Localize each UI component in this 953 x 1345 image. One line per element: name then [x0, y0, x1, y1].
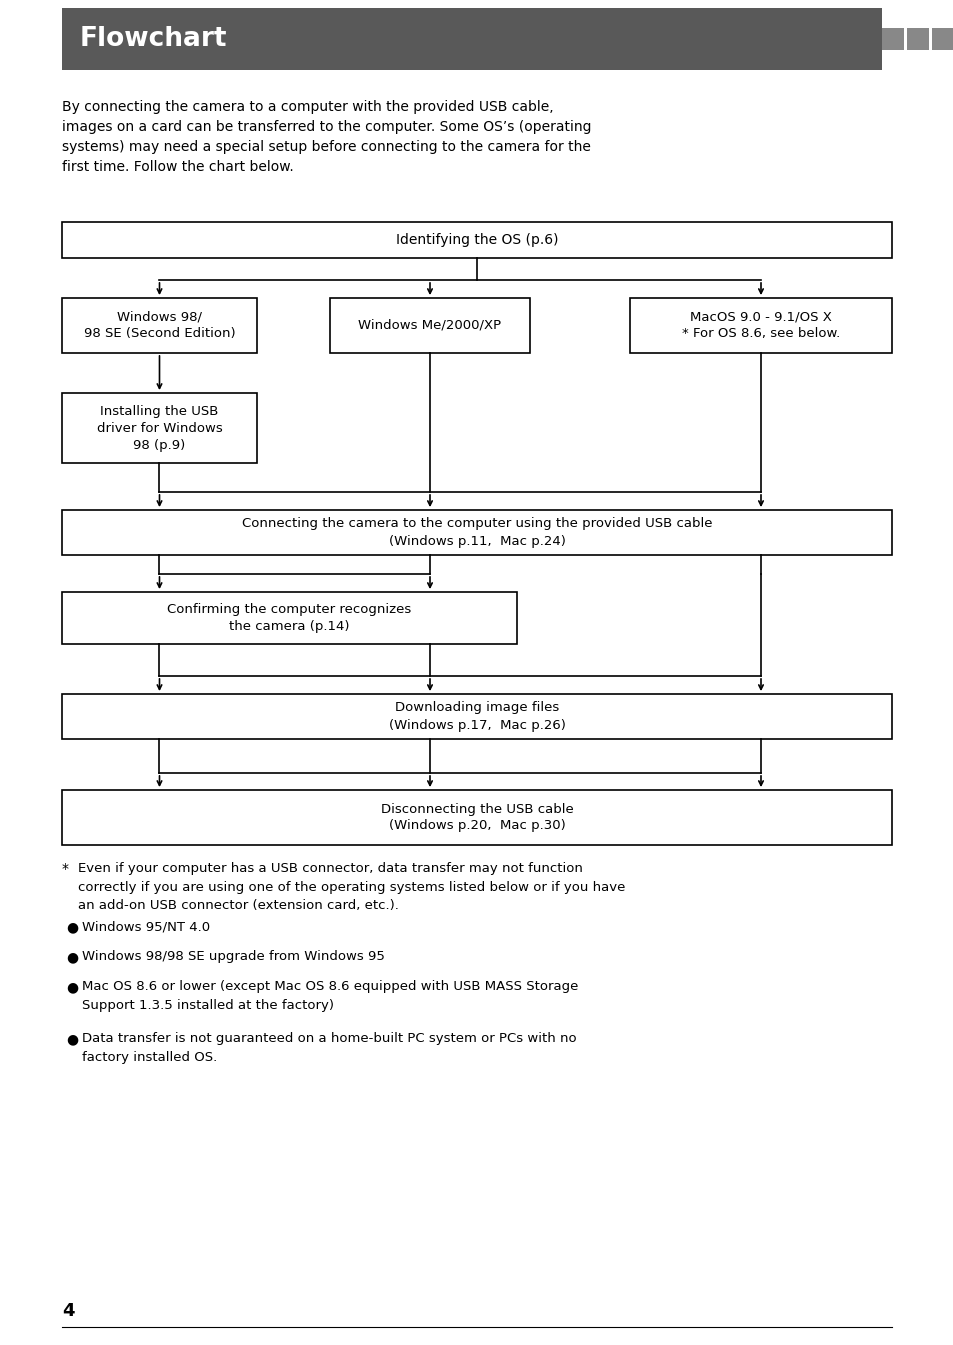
Text: Downloading image files
(Windows p.17,  Mac p.26): Downloading image files (Windows p.17, M… [388, 702, 565, 732]
Bar [882, 28, 903, 50]
Text: Windows 98/98 SE upgrade from Windows 95: Windows 98/98 SE upgrade from Windows 95 [82, 950, 384, 963]
Text: MacOS 9.0 - 9.1/OS X
* For OS 8.6, see below.: MacOS 9.0 - 9.1/OS X * For OS 8.6, see b… [681, 311, 840, 340]
Bar [62, 222, 891, 258]
Text: ●: ● [66, 981, 78, 994]
Text: Windows Me/2000/XP: Windows Me/2000/XP [358, 319, 501, 332]
Text: Mac OS 8.6 or lower (except Mac OS 8.6 equipped with USB MASS Storage
Support 1.: Mac OS 8.6 or lower (except Mac OS 8.6 e… [82, 981, 578, 1011]
Bar [62, 694, 891, 738]
Text: ●: ● [66, 920, 78, 933]
Text: Even if your computer has a USB connector, data transfer may not function
correc: Even if your computer has a USB connecto… [78, 862, 625, 912]
Bar [62, 299, 256, 352]
Text: *: * [62, 862, 69, 876]
Bar [629, 299, 891, 352]
Text: 4: 4 [62, 1302, 74, 1319]
Text: Data transfer is not guaranteed on a home-built PC system or PCs with no
factory: Data transfer is not guaranteed on a hom… [82, 1032, 576, 1064]
Bar [330, 299, 530, 352]
Text: Flowchart: Flowchart [80, 26, 227, 52]
Text: Windows 95/NT 4.0: Windows 95/NT 4.0 [82, 920, 210, 933]
Text: Connecting the camera to the computer using the provided USB cable
(Windows p.11: Connecting the camera to the computer us… [241, 518, 712, 547]
Text: By connecting the camera to a computer with the provided USB cable,
images on a : By connecting the camera to a computer w… [62, 100, 591, 174]
Text: Disconnecting the USB cable
(Windows p.20,  Mac p.30): Disconnecting the USB cable (Windows p.2… [380, 803, 573, 833]
Bar [931, 28, 953, 50]
Bar [62, 510, 891, 555]
Text: Confirming the computer recognizes
the camera (p.14): Confirming the computer recognizes the c… [167, 603, 411, 633]
Text: Identifying the OS (p.6): Identifying the OS (p.6) [395, 233, 558, 247]
Bar [62, 8, 882, 70]
Bar [62, 592, 517, 644]
Bar [62, 393, 256, 463]
Text: Windows 98/
98 SE (Second Edition): Windows 98/ 98 SE (Second Edition) [84, 311, 235, 340]
Text: ●: ● [66, 950, 78, 964]
Text: ●: ● [66, 1032, 78, 1046]
Bar [62, 790, 891, 845]
Text: Installing the USB
driver for Windows
98 (p.9): Installing the USB driver for Windows 98… [96, 405, 222, 452]
Bar [906, 28, 928, 50]
